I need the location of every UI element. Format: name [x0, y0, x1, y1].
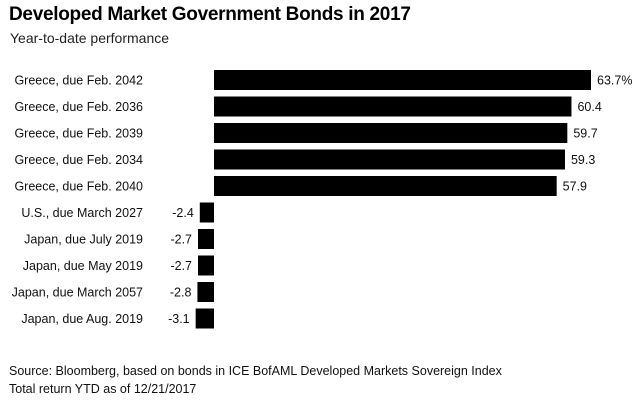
category-label: Japan, due Aug. 2019: [21, 312, 143, 326]
category-label: Greece, due Feb. 2039: [14, 127, 143, 141]
bar: [214, 149, 565, 170]
source-note: Source: Bloomberg, based on bonds in ICE…: [9, 364, 502, 378]
value-label: 63.7%: [597, 74, 632, 88]
category-label: Greece, due Feb. 2036: [14, 100, 143, 114]
value-label: -2.8: [170, 286, 192, 300]
bar: [195, 308, 214, 329]
bar: [214, 123, 568, 143]
bar-chart: Greece, due Feb. 2042 63.7% Greece, due Fe…: [12, 70, 632, 329]
value-label: 59.7: [573, 127, 597, 141]
bar: [214, 70, 591, 90]
bar: [214, 176, 557, 196]
chart-title: Developed Market Government Bonds in 201…: [9, 4, 411, 25]
bar: [198, 255, 214, 276]
value-label: 57.9: [563, 180, 587, 194]
category-label: Japan, due March 2057: [12, 286, 143, 300]
value-label: 59.3: [571, 153, 595, 167]
bar: [214, 96, 572, 117]
category-label: Japan, due July 2019: [24, 233, 143, 247]
value-label: -2.7: [170, 259, 192, 273]
category-label: U.S., due March 2027: [21, 206, 143, 220]
bar: [197, 282, 214, 302]
category-label: Greece, due Feb. 2042: [14, 74, 143, 88]
bar: [198, 229, 214, 249]
value-label: -2.7: [170, 233, 192, 247]
category-label: Greece, due Feb. 2040: [14, 180, 143, 194]
bar: [199, 202, 214, 223]
value-label: -3.1: [168, 312, 190, 326]
chart-subtitle: Year-to-date performance: [10, 30, 170, 46]
value-label: 60.4: [577, 100, 601, 114]
category-label: Greece, due Feb. 2034: [14, 153, 143, 167]
chart-footer: Source: Bloomberg, based on bonds in ICE…: [9, 362, 502, 398]
category-label: Japan, due May 2019: [23, 259, 143, 273]
total-return-note: Total return YTD as of 12/21/2017: [9, 382, 197, 396]
value-label: -2.4: [172, 206, 194, 220]
